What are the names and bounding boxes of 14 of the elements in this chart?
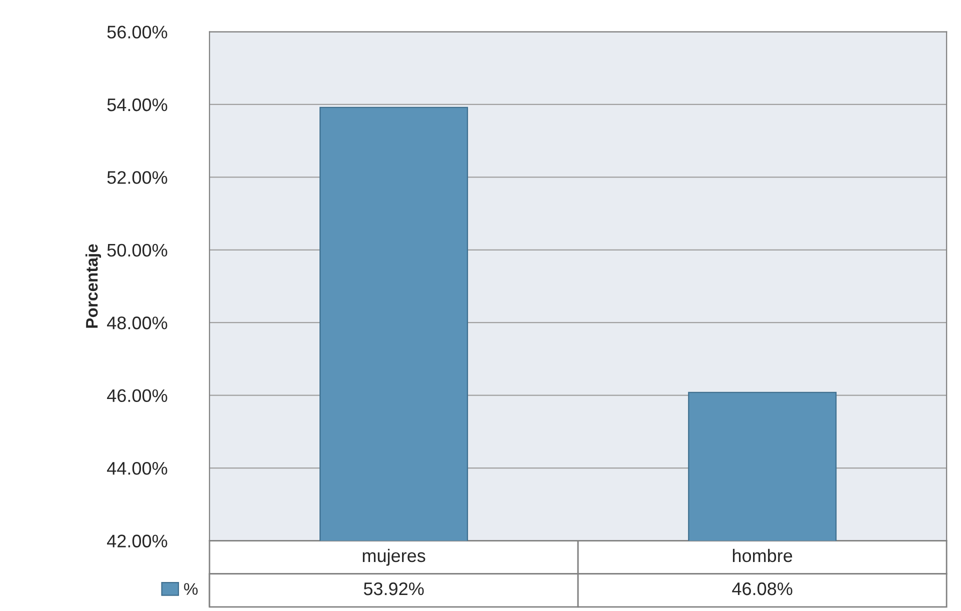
data-label: 53.92% bbox=[364, 582, 424, 596]
data-label: 46.08% bbox=[732, 582, 792, 596]
y-tick-label: 44.00% bbox=[107, 462, 168, 475]
y-tick-label: 48.00% bbox=[107, 316, 168, 330]
y-axis-title: Porcentaje bbox=[86, 244, 102, 328]
y-tick-label: 56.00% bbox=[107, 26, 168, 38]
y-tick-label: 42.00% bbox=[107, 534, 168, 548]
legend-label: % bbox=[184, 583, 198, 595]
y-tick-label: 46.00% bbox=[107, 389, 168, 402]
x-tick-label: mujeres bbox=[362, 548, 426, 566]
y-tick-label: 52.00% bbox=[107, 171, 168, 184]
x-tick-label: hombre bbox=[732, 548, 792, 562]
y-tick-label: 54.00% bbox=[107, 98, 168, 112]
y-tick-label: 50.00% bbox=[107, 244, 168, 257]
